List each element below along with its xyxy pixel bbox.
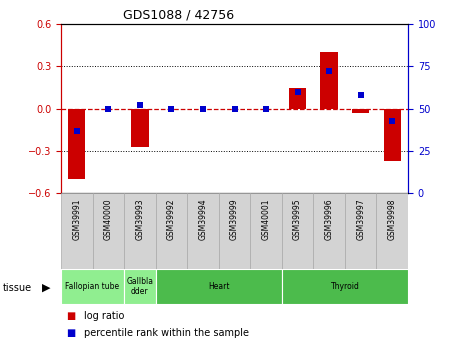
- Bar: [289, 88, 306, 109]
- Bar: [384, 109, 401, 161]
- Text: ■: ■: [66, 328, 75, 338]
- Text: GSM39998: GSM39998: [388, 198, 397, 240]
- Bar: [345, 193, 377, 269]
- Bar: [320, 52, 338, 109]
- Bar: [282, 193, 313, 269]
- Bar: [156, 193, 187, 269]
- Bar: [61, 193, 92, 269]
- Text: GSM39999: GSM39999: [230, 198, 239, 240]
- Bar: [124, 269, 156, 304]
- Bar: [68, 109, 85, 179]
- Bar: [156, 269, 282, 304]
- Bar: [187, 193, 219, 269]
- Bar: [92, 193, 124, 269]
- Text: Heart: Heart: [208, 282, 229, 291]
- Bar: [282, 269, 408, 304]
- Text: Gallbla
dder: Gallbla dder: [126, 277, 153, 296]
- Text: GSM39991: GSM39991: [72, 198, 81, 240]
- Text: GSM39995: GSM39995: [293, 198, 302, 240]
- Text: Fallopian tube: Fallopian tube: [66, 282, 120, 291]
- Text: Thyroid: Thyroid: [331, 282, 359, 291]
- Bar: [61, 269, 124, 304]
- Text: GSM39997: GSM39997: [356, 198, 365, 240]
- Bar: [377, 193, 408, 269]
- Bar: [131, 109, 149, 147]
- Text: tissue: tissue: [2, 283, 31, 293]
- Text: ■: ■: [66, 311, 75, 321]
- Text: GSM40001: GSM40001: [262, 198, 271, 240]
- Text: GSM40000: GSM40000: [104, 198, 113, 240]
- Bar: [250, 193, 282, 269]
- Text: GSM39993: GSM39993: [136, 198, 144, 240]
- Bar: [219, 193, 250, 269]
- Text: GSM39992: GSM39992: [167, 198, 176, 240]
- Text: GSM39994: GSM39994: [198, 198, 207, 240]
- Text: GSM39996: GSM39996: [325, 198, 333, 240]
- Text: ▶: ▶: [42, 283, 51, 293]
- Bar: [352, 109, 370, 113]
- Text: percentile rank within the sample: percentile rank within the sample: [84, 328, 250, 338]
- Bar: [313, 193, 345, 269]
- Text: log ratio: log ratio: [84, 311, 125, 321]
- Bar: [124, 193, 156, 269]
- Text: GDS1088 / 42756: GDS1088 / 42756: [123, 9, 234, 22]
